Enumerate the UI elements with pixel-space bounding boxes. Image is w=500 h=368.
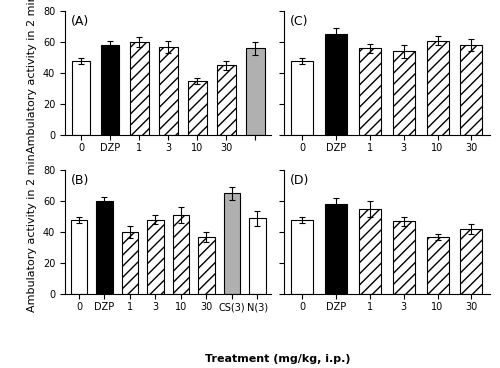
Bar <box>426 40 448 135</box>
Bar <box>72 61 90 135</box>
Bar <box>292 61 314 135</box>
Bar <box>158 47 178 135</box>
Bar <box>393 222 414 294</box>
Bar <box>359 48 381 135</box>
Bar <box>188 81 206 135</box>
Bar <box>100 45 119 135</box>
Bar <box>460 229 482 294</box>
Bar <box>224 194 240 294</box>
Text: Treatment (mg/kg, i.p.): Treatment (mg/kg, i.p.) <box>205 354 350 364</box>
Bar <box>325 204 347 294</box>
Bar <box>217 66 236 135</box>
Bar <box>249 218 266 294</box>
Text: (D): (D) <box>290 174 310 187</box>
Bar <box>96 201 113 294</box>
Text: (A): (A) <box>71 15 90 28</box>
Bar <box>130 42 148 135</box>
Bar <box>198 237 214 294</box>
Bar <box>147 220 164 294</box>
Bar <box>426 237 448 294</box>
Bar <box>246 48 265 135</box>
Bar <box>359 209 381 294</box>
Text: (B): (B) <box>71 174 90 187</box>
Bar <box>292 220 314 294</box>
Bar <box>122 232 138 294</box>
Bar <box>393 52 414 135</box>
Bar <box>172 215 189 294</box>
Bar <box>460 45 482 135</box>
Bar <box>70 220 88 294</box>
Bar <box>325 34 347 135</box>
Y-axis label: Ambulatory activity in 2 min: Ambulatory activity in 2 min <box>28 153 38 312</box>
Y-axis label: Ambulatory activity in 2 min: Ambulatory activity in 2 min <box>28 0 38 153</box>
Text: (C): (C) <box>290 15 308 28</box>
